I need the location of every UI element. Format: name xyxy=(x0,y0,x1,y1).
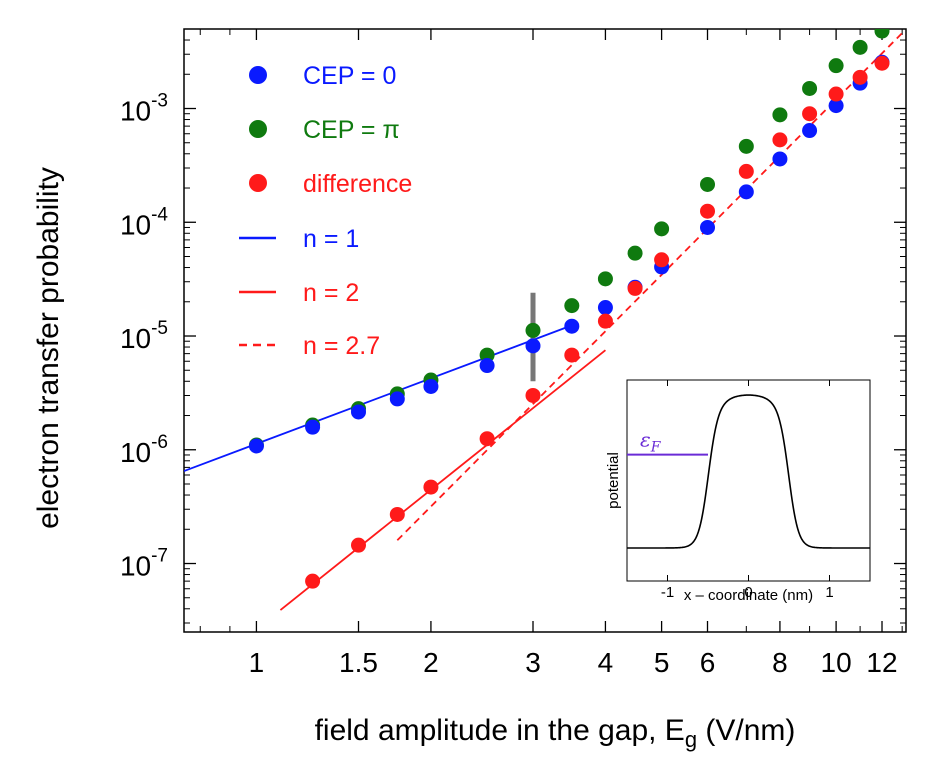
data-point xyxy=(738,163,754,179)
data-point xyxy=(564,347,580,363)
data-point xyxy=(597,313,613,329)
data-point xyxy=(525,322,541,338)
data-point xyxy=(802,106,818,122)
legend-label: CEP = π xyxy=(303,116,400,144)
y-axis: 10-7 10-6 10-5 10-4 10-3 xyxy=(120,91,906,582)
fit-line xyxy=(184,324,573,472)
inset-x-tick-label: 0 xyxy=(744,584,752,601)
potential-curve xyxy=(627,394,870,549)
x-tick-label: 10 xyxy=(821,647,852,678)
data-point xyxy=(389,391,405,407)
main-plot: 1 1.5 2 3 4 5 6 8 10 12 10-710-610-510-410-3 xyxy=(120,28,907,678)
data-point xyxy=(802,123,818,139)
legend: CEP = 0 CEP = π difference n = 1 n = 2 n = 2.… xyxy=(239,62,412,360)
data-point xyxy=(479,358,495,374)
data-point xyxy=(564,318,580,334)
inset-y-axis-title: potential xyxy=(605,452,622,509)
legend-marker xyxy=(249,120,267,138)
data-point xyxy=(772,107,788,123)
x-axis-title-unit: (V/nm) xyxy=(697,714,795,747)
x-tick-label: 8 xyxy=(772,647,788,678)
x-tick-label: 12 xyxy=(866,647,897,678)
data-point xyxy=(351,537,367,553)
y-tick-label: 10-6 xyxy=(120,432,168,468)
data-point xyxy=(423,479,439,495)
data-point xyxy=(700,219,716,235)
inset-x-tick-label: -1 xyxy=(661,584,674,601)
inset-plot: -1 0 1 εF x – coordinate (nm) potential xyxy=(605,368,884,606)
legend-label: n = 2 xyxy=(303,279,359,307)
fermi-label: εF xyxy=(640,428,662,456)
data-point xyxy=(305,419,321,435)
data-point xyxy=(828,98,844,114)
inset-background xyxy=(612,368,884,606)
data-point xyxy=(772,151,788,167)
legend-label: difference xyxy=(303,170,412,198)
data-point xyxy=(479,347,495,363)
data-point xyxy=(802,80,818,96)
data-point xyxy=(654,252,670,268)
plot-frame xyxy=(183,28,907,633)
data-point xyxy=(852,69,868,85)
data-point xyxy=(700,203,716,219)
data-point xyxy=(654,221,670,237)
data-point xyxy=(874,29,890,39)
y-tick-label: 10-3 xyxy=(120,91,168,127)
x-tick-label: 2 xyxy=(423,647,439,678)
data-point xyxy=(305,573,321,589)
x-axis-title-subscript: g xyxy=(685,727,697,752)
data-point xyxy=(479,431,495,447)
legend-label: n = 1 xyxy=(303,225,359,253)
data-point xyxy=(248,438,264,454)
x-tick-label: 1.5 xyxy=(339,647,378,678)
data-point xyxy=(525,387,541,403)
data-point xyxy=(423,378,439,394)
data-point xyxy=(627,280,643,296)
fit-lines xyxy=(184,32,903,611)
data-point xyxy=(597,300,613,316)
legend-marker xyxy=(249,174,267,192)
data-point xyxy=(627,245,643,261)
y-tick-label: 10-4 xyxy=(120,204,168,240)
data-point xyxy=(852,39,868,55)
y-minor-ticks xyxy=(184,29,906,632)
legend-label: n = 2.7 xyxy=(303,332,380,360)
data-points xyxy=(248,29,890,589)
data-point xyxy=(874,55,890,71)
x-tick-label: 3 xyxy=(525,647,541,678)
x-tick-label: 1 xyxy=(249,647,265,678)
fit-line xyxy=(279,349,606,611)
data-point xyxy=(597,271,613,287)
x-axis: 1 1.5 2 3 4 5 6 8 10 12 xyxy=(249,29,898,678)
inset-x-axis-title: x – coordinate (nm) xyxy=(684,587,813,604)
legend-label: CEP = 0 xyxy=(303,62,396,90)
data-point xyxy=(700,176,716,192)
data-point xyxy=(828,58,844,74)
x-tick-label: 5 xyxy=(654,647,670,678)
data-point xyxy=(772,132,788,148)
data-point xyxy=(564,298,580,314)
x-tick-label: 6 xyxy=(700,647,716,678)
data-point xyxy=(738,184,754,200)
x-tick-label: 4 xyxy=(598,647,614,678)
y-tick-label: 10-5 xyxy=(120,318,168,354)
y-tick-label: 10-7 xyxy=(120,546,168,582)
data-point xyxy=(828,86,844,102)
data-point xyxy=(738,138,754,154)
x-axis-title-main: field amplitude in the gap, E xyxy=(315,714,685,747)
x-axis-title: field amplitude in the gap, Eg (V/nm) xyxy=(315,714,796,752)
inset-x-tick-label: 1 xyxy=(825,584,833,601)
data-point xyxy=(389,506,405,522)
data-point xyxy=(351,404,367,420)
legend-marker xyxy=(249,66,267,84)
data-point xyxy=(525,338,541,354)
y-axis-title: electron transfer probability xyxy=(32,167,65,529)
